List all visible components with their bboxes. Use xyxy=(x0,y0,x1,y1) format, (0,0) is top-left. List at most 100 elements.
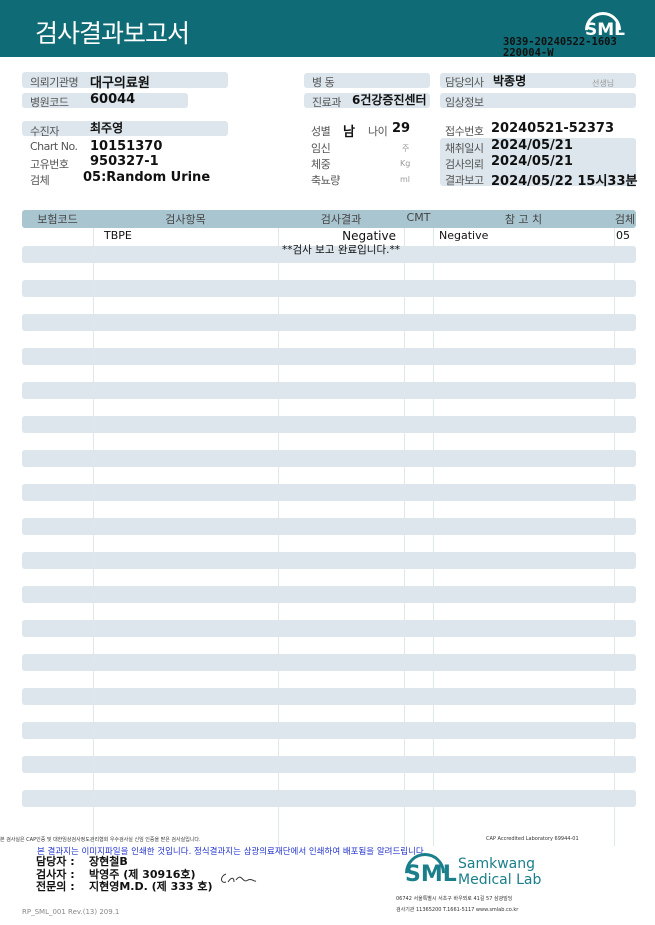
specimen-label: 검체 xyxy=(30,174,50,187)
chart-value: 10151370 xyxy=(90,139,163,154)
reported-label: 결과보고 xyxy=(445,174,484,187)
document-id: 3039-20240522-1603 220004-W xyxy=(503,37,617,59)
column-divider xyxy=(614,228,615,846)
id-value: 950327-1 xyxy=(90,154,159,169)
specialist-value: 지현영M.D. (제 333 호) xyxy=(89,880,213,893)
receipt-value: 20240521-52373 xyxy=(491,121,614,136)
signature-icon xyxy=(221,873,257,883)
doc-id-2: 220004-W xyxy=(503,47,554,59)
table-row-stripe xyxy=(22,348,636,365)
table-row-stripe xyxy=(22,620,636,637)
name-label: 수진자 xyxy=(30,125,59,138)
col-result: 검사결과 xyxy=(320,213,362,226)
col-cmt: CMT xyxy=(406,211,431,224)
institution-value: 대구의료원 xyxy=(90,76,150,91)
table-row-stripe xyxy=(22,246,636,263)
hospital-code-value: 60044 xyxy=(90,92,136,107)
name-box xyxy=(22,121,228,136)
table-header xyxy=(22,210,636,228)
lab-contact: 검사기관 11365200 T.1661-5117 www.smlab.co.k… xyxy=(396,907,519,913)
certification-note: 본 검사실은 CAP인증 및 대한임상검사정도관리협회 우수검사실 신임 인증을… xyxy=(0,837,201,843)
sex-value: 남 xyxy=(343,125,355,140)
table-row-stripe xyxy=(22,382,636,399)
collected-value: 2024/05/21 xyxy=(491,138,573,153)
row-result: Negative xyxy=(342,229,396,243)
specimen-value: 05:Random Urine xyxy=(83,170,211,185)
col-specimen: 검체 xyxy=(614,213,636,226)
row-reference: Negative xyxy=(439,229,489,242)
id-label: 고유번호 xyxy=(30,158,69,171)
manager-label: 담당자 : xyxy=(36,855,75,868)
tester-label: 검사자 : xyxy=(36,868,75,881)
row-item: TBPE xyxy=(104,229,132,242)
dept-box xyxy=(304,93,430,108)
lab-address: 06742 서울특별시 서초구 바우뫼로 41길 57 삼광빌딩 xyxy=(396,896,513,902)
institution-label: 의뢰기관명 xyxy=(30,76,79,89)
table-row-stripe xyxy=(22,450,636,467)
chart-label: Chart No. xyxy=(30,140,78,153)
sex-label: 성별 xyxy=(311,125,331,138)
page-title: 검사결과보고서 xyxy=(35,19,190,48)
doctor-value: 박종명 xyxy=(493,74,527,88)
clinical-box xyxy=(440,93,636,108)
lab-name-1: Samkwang xyxy=(458,856,535,872)
dates-box xyxy=(440,138,636,186)
manager-value: 장현철B xyxy=(89,855,128,868)
doctor-box xyxy=(440,73,636,88)
table-row-stripe xyxy=(22,484,636,501)
table-row-stripe xyxy=(22,790,636,807)
table-row-stripe xyxy=(22,688,636,705)
table-row-stripe xyxy=(22,280,636,297)
table-row-stripe xyxy=(22,586,636,603)
reported-value: 2024/05/22 15시33분 xyxy=(491,174,638,189)
pregnancy-label: 임신 xyxy=(311,142,331,155)
dept-value: 6건강증진센터 xyxy=(352,93,427,107)
col-test-item: 검사항목 xyxy=(165,213,206,226)
table-row-stripe xyxy=(22,416,636,433)
dept-label: 진료과 xyxy=(312,96,341,109)
pregnancy-unit: 주 xyxy=(402,144,410,153)
table-row-stripe xyxy=(22,518,636,535)
table-row-stripe xyxy=(22,552,636,569)
cap-note: CAP Accredited Laboratory 69944-01 xyxy=(486,836,579,842)
ward-box xyxy=(304,73,430,88)
column-divider xyxy=(433,228,434,846)
requested-label: 검사의뢰 xyxy=(445,158,484,171)
hospital-code-label: 병원코드 xyxy=(30,96,69,109)
lab-logo: SML xyxy=(405,862,457,887)
lab-name-2: Medical Lab xyxy=(458,872,542,888)
column-divider xyxy=(278,228,279,846)
report-complete-note: **검사 보고 완료입니다.** xyxy=(282,244,400,256)
notice-text: 본 결과지는 이미지파일을 인쇄한 것입니다. 정식결과지는 삼광의료재단에서 … xyxy=(37,847,427,857)
urine-label: 축뇨량 xyxy=(311,174,340,187)
row-specimen: 05 xyxy=(616,229,630,242)
report-header xyxy=(0,0,655,57)
name-value: 최주영 xyxy=(90,121,124,135)
table-row-stripe xyxy=(22,756,636,773)
receipt-label: 접수번호 xyxy=(445,125,484,138)
col-reference: 참 고 치 xyxy=(504,213,543,226)
form-id: RP_SML_001 Rev.(13) 209.1 xyxy=(22,908,120,916)
doc-id-1: 3039-20240522-1603 xyxy=(503,36,617,48)
column-divider xyxy=(404,228,405,846)
age-value: 29 xyxy=(392,121,411,136)
table-row-stripe xyxy=(22,314,636,331)
collected-label: 채취일시 xyxy=(445,142,484,155)
col-insurance-code: 보험코드 xyxy=(37,213,78,226)
age-label: 나이 xyxy=(368,125,388,138)
weight-label: 체중 xyxy=(311,158,331,171)
requested-value: 2024/05/21 xyxy=(491,154,573,169)
column-divider xyxy=(93,228,94,846)
clinical-label: 임상정보 xyxy=(445,96,484,109)
ward-label: 병 동 xyxy=(312,76,335,89)
urine-unit: ml xyxy=(400,175,411,184)
weight-unit: Kg xyxy=(400,159,411,168)
specialist-label: 전문의 : xyxy=(36,880,75,893)
doctor-label: 담당의사 xyxy=(445,76,484,89)
doctor-suffix: 선생님 xyxy=(592,79,615,88)
table-row-stripe xyxy=(22,654,636,671)
hospital-code-box xyxy=(22,93,188,108)
tester-value: 박영주 (제 30916호) xyxy=(89,868,196,881)
table-row-stripe xyxy=(22,722,636,739)
sml-logo: SML xyxy=(585,20,625,40)
